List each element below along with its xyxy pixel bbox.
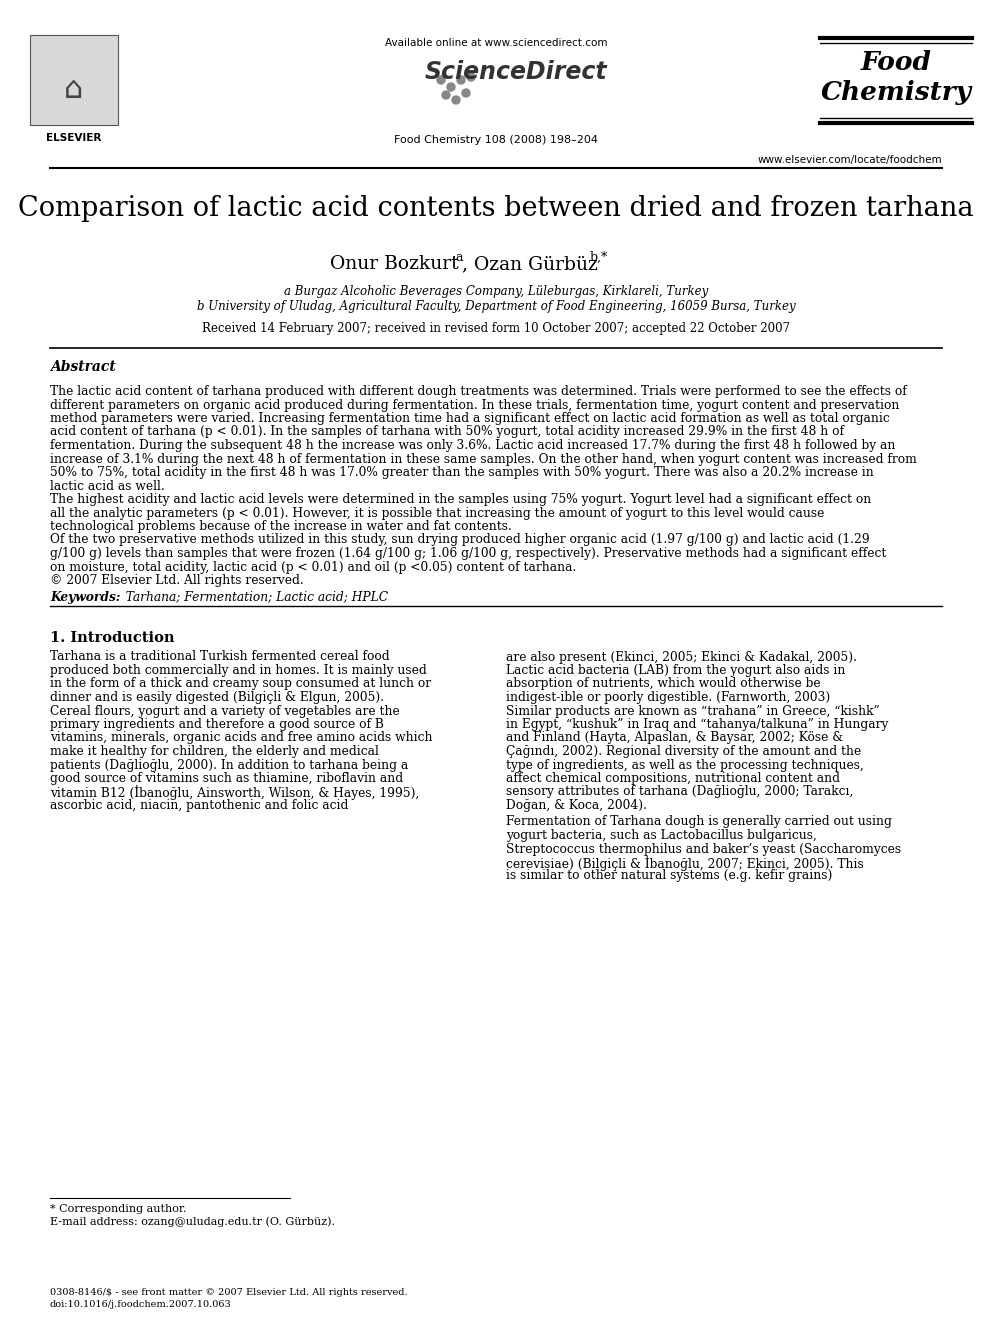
Text: and Finland (Hayta, Alpaslan, & Baysar, 2002; Köse &: and Finland (Hayta, Alpaslan, & Baysar, … (506, 732, 843, 745)
Text: fermentation. During the subsequent 48 h the increase was only 3.6%. Lactic acid: fermentation. During the subsequent 48 h… (50, 439, 896, 452)
Text: Food Chemistry 108 (2008) 198–204: Food Chemistry 108 (2008) 198–204 (394, 135, 598, 146)
Text: ascorbic acid, niacin, pantothenic and folic acid: ascorbic acid, niacin, pantothenic and f… (50, 799, 348, 812)
Circle shape (452, 97, 460, 105)
Circle shape (462, 89, 470, 97)
Text: Onur Bozkurt: Onur Bozkurt (330, 255, 458, 273)
Text: Comparison of lactic acid contents between dried and frozen tarhana: Comparison of lactic acid contents betwe… (18, 194, 974, 222)
Text: are also present (Ekinci, 2005; Ekinci & Kadakal, 2005).: are also present (Ekinci, 2005; Ekinci &… (506, 651, 857, 664)
Text: vitamin B12 (İbanoğlu, Ainsworth, Wilson, & Hayes, 1995),: vitamin B12 (İbanoğlu, Ainsworth, Wilson… (50, 786, 420, 800)
Text: doi:10.1016/j.foodchem.2007.10.063: doi:10.1016/j.foodchem.2007.10.063 (50, 1301, 232, 1308)
Text: lactic acid as well.: lactic acid as well. (50, 479, 165, 492)
Text: vitamins, minerals, organic acids and free amino acids which: vitamins, minerals, organic acids and fr… (50, 732, 433, 745)
Text: primary ingredients and therefore a good source of B: primary ingredients and therefore a good… (50, 718, 384, 732)
Text: method parameters were varied. Increasing fermentation time had a significant ef: method parameters were varied. Increasin… (50, 411, 890, 425)
Text: Tarhana is a traditional Turkish fermented cereal food: Tarhana is a traditional Turkish ferment… (50, 651, 390, 664)
Text: Similar products are known as “trahana” in Greece, “kishk”: Similar products are known as “trahana” … (506, 705, 880, 717)
Text: patients (Dağlioğlu, 2000). In addition to tarhana being a: patients (Dağlioğlu, 2000). In addition … (50, 758, 409, 771)
Text: Received 14 February 2007; received in revised form 10 October 2007; accepted 22: Received 14 February 2007; received in r… (202, 321, 790, 335)
Text: Doğan, & Koca, 2004).: Doğan, & Koca, 2004). (506, 799, 647, 812)
Text: in the form of a thick and creamy soup consumed at lunch or: in the form of a thick and creamy soup c… (50, 677, 432, 691)
Text: affect chemical compositions, nutritional content and: affect chemical compositions, nutritiona… (506, 773, 840, 785)
Circle shape (457, 75, 465, 83)
Text: * Corresponding author.: * Corresponding author. (50, 1204, 186, 1215)
Text: g/100 g) levels than samples that were frozen (1.64 g/100 g; 1.06 g/100 g, respe: g/100 g) levels than samples that were f… (50, 546, 887, 560)
Text: , Ozan Gürbüz: , Ozan Gürbüz (462, 255, 604, 273)
Text: is similar to other natural systems (e.g. kefir grains): is similar to other natural systems (e.g… (506, 869, 832, 882)
Text: www.elsevier.com/locate/foodchem: www.elsevier.com/locate/foodchem (757, 155, 942, 165)
Text: Streptococcus thermophilus and baker’s yeast (Saccharomyces: Streptococcus thermophilus and baker’s y… (506, 843, 901, 856)
Text: a Burgaz Alcoholic Beverages Company, Lüleburgas, Kirklareli, Turkey: a Burgaz Alcoholic Beverages Company, Lü… (284, 284, 708, 298)
Text: Of the two preservative methods utilized in this study, sun drying produced high: Of the two preservative methods utilized… (50, 533, 870, 546)
Circle shape (447, 83, 455, 91)
Text: sensory attributes of tarhana (Dağlioğlu, 2000; Tarakcı,: sensory attributes of tarhana (Dağlioğlu… (506, 786, 853, 799)
Text: in Egypt, “kushuk” in Iraq and “tahanya/talkuna” in Hungary: in Egypt, “kushuk” in Iraq and “tahanya/… (506, 718, 889, 732)
Text: on moisture, total acidity, lactic acid (p < 0.01) and oil (p <0.05) content of : on moisture, total acidity, lactic acid … (50, 561, 576, 573)
Text: b,*: b,* (590, 251, 608, 265)
Text: Cereal flours, yogurt and a variety of vegetables are the: Cereal flours, yogurt and a variety of v… (50, 705, 400, 717)
Text: ⌂: ⌂ (64, 75, 83, 105)
Text: b University of Uludag, Agricultural Faculty, Department of Food Engineering, 16: b University of Uludag, Agricultural Fac… (196, 300, 796, 314)
Text: Çağındı, 2002). Regional diversity of the amount and the: Çağındı, 2002). Regional diversity of th… (506, 745, 861, 758)
Text: all the analytic parameters (p < 0.01). However, it is possible that increasing : all the analytic parameters (p < 0.01). … (50, 507, 824, 520)
Text: Lactic acid bacteria (LAB) from the yogurt also aids in: Lactic acid bacteria (LAB) from the yogu… (506, 664, 845, 677)
Text: Tarhana; Fermentation; Lactic acid; HPLC: Tarhana; Fermentation; Lactic acid; HPLC (118, 590, 388, 603)
Text: 50% to 75%, total acidity in the first 48 h was 17.0% greater than the samples w: 50% to 75%, total acidity in the first 4… (50, 466, 874, 479)
Text: Available online at www.sciencedirect.com: Available online at www.sciencedirect.co… (385, 38, 607, 48)
Text: acid content of tarhana (p < 0.01). In the samples of tarhana with 50% yogurt, t: acid content of tarhana (p < 0.01). In t… (50, 426, 844, 438)
Text: different parameters on organic acid produced during fermentation. In these tria: different parameters on organic acid pro… (50, 398, 900, 411)
Text: a: a (455, 251, 462, 265)
Bar (30, 34, 118, 124)
Text: E-mail address: ozang@uludag.edu.tr (O. Gürbüz).: E-mail address: ozang@uludag.edu.tr (O. … (50, 1216, 335, 1226)
Text: ScienceDirect: ScienceDirect (425, 60, 607, 83)
Text: type of ingredients, as well as the processing techniques,: type of ingredients, as well as the proc… (506, 758, 864, 771)
Text: yogurt bacteria, such as Lactobacillus bulgaricus,: yogurt bacteria, such as Lactobacillus b… (506, 830, 816, 841)
Text: produced both commercially and in homes. It is mainly used: produced both commercially and in homes.… (50, 664, 427, 677)
Text: ELSEVIER: ELSEVIER (47, 134, 102, 143)
Text: technological problems because of the increase in water and fat contents.: technological problems because of the in… (50, 520, 512, 533)
Text: dinner and is easily digested (Bilgiçli & Elgun, 2005).: dinner and is easily digested (Bilgiçli … (50, 691, 384, 704)
Text: Keywords:: Keywords: (50, 590, 120, 603)
Text: good source of vitamins such as thiamine, riboflavin and: good source of vitamins such as thiamine… (50, 773, 403, 785)
Text: 0308-8146/$ - see front matter © 2007 Elsevier Ltd. All rights reserved.: 0308-8146/$ - see front matter © 2007 El… (50, 1289, 408, 1297)
Text: Food: Food (860, 50, 931, 75)
Text: cerevisiae) (Bilgiçli & İbanoğlu, 2007; Ekinci, 2005). This: cerevisiae) (Bilgiçli & İbanoğlu, 2007; … (506, 856, 864, 871)
Text: indigest-ible or poorly digestible. (Farnworth, 2003): indigest-ible or poorly digestible. (Far… (506, 691, 830, 704)
Text: © 2007 Elsevier Ltd. All rights reserved.: © 2007 Elsevier Ltd. All rights reserved… (50, 574, 304, 587)
Text: Fermentation of Tarhana dough is generally carried out using: Fermentation of Tarhana dough is general… (506, 815, 892, 828)
Text: Chemistry: Chemistry (820, 79, 971, 105)
Circle shape (437, 75, 445, 83)
Text: make it healthy for children, the elderly and medical: make it healthy for children, the elderl… (50, 745, 379, 758)
Text: The lactic acid content of tarhana produced with different dough treatments was : The lactic acid content of tarhana produ… (50, 385, 907, 398)
Circle shape (467, 73, 475, 81)
Text: Abstract: Abstract (50, 360, 116, 374)
Text: increase of 3.1% during the next 48 h of fermentation in these same samples. On : increase of 3.1% during the next 48 h of… (50, 452, 917, 466)
Circle shape (442, 91, 450, 99)
Text: The highest acidity and lactic acid levels were determined in the samples using : The highest acidity and lactic acid leve… (50, 493, 871, 505)
Text: 1. Introduction: 1. Introduction (50, 631, 175, 644)
Text: absorption of nutrients, which would otherwise be: absorption of nutrients, which would oth… (506, 677, 820, 691)
